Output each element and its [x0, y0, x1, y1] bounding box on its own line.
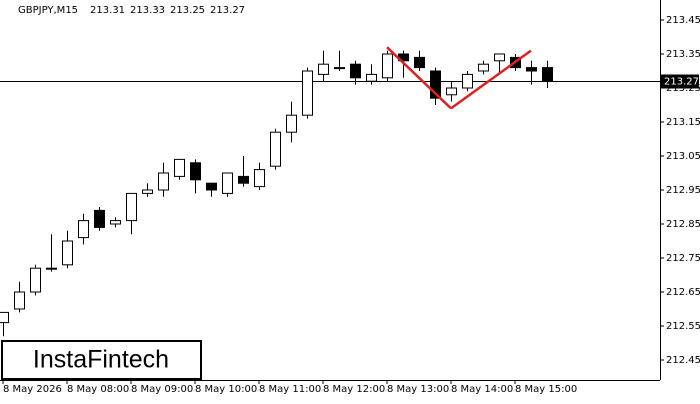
candle-body [110, 220, 121, 225]
header-value: 213.27 [210, 5, 245, 16]
y-tick-label: 212.75 [666, 253, 700, 264]
header-symbol: GBPJPY,M15 [18, 5, 78, 16]
candle-body [382, 53, 393, 79]
logo-box [1, 340, 202, 380]
candle-body [30, 267, 41, 293]
candle-body [142, 189, 153, 194]
candle-body [78, 220, 89, 239]
y-tick-label: 212.45 [666, 355, 700, 366]
y-tick-label: 213.15 [666, 117, 700, 128]
logo: InstaFintech [33, 346, 169, 374]
candle-body [254, 169, 265, 188]
header: GBPJPY,M15 213.31 213.33 213.25 213.27 [18, 5, 245, 16]
candle-body [478, 63, 489, 72]
candle-body [126, 192, 137, 222]
x-tick-label: 8 May 11:00 [259, 384, 321, 395]
pattern-line [386, 46, 452, 110]
candle-body [14, 291, 25, 310]
y-tick-label: 212.95 [666, 185, 700, 196]
header-value: 213.25 [170, 5, 205, 16]
y-tick-label: 213.35 [666, 49, 700, 60]
candle-body [542, 67, 553, 82]
x-tick-label: 8 May 09:00 [131, 384, 193, 395]
y-tick-label: 212.65 [666, 287, 700, 298]
x-tick-label: 8 May 2026 [3, 384, 62, 395]
candle-body [238, 175, 249, 184]
candle-body [446, 87, 457, 96]
price-label: 213.27 [664, 77, 699, 88]
candle-body [302, 70, 313, 116]
candle-body [526, 67, 537, 72]
candle-body [334, 67, 345, 70]
x-tick-label: 8 May 15:00 [515, 384, 577, 395]
y-tick-label: 213.45 [666, 15, 700, 26]
candle-body [414, 56, 425, 69]
y-tick-label: 212.85 [666, 219, 700, 230]
price-label-box [661, 74, 699, 89]
candle-body [430, 70, 441, 99]
x-tick-label: 8 May 08:00 [67, 384, 129, 395]
candle-body [462, 73, 473, 89]
x-tick-label: 8 May 14:00 [451, 384, 513, 395]
x-tick-label: 8 May 13:00 [387, 384, 449, 395]
candle-body [94, 209, 105, 228]
header-value: 213.31 [90, 5, 125, 16]
header-value: 213.33 [130, 5, 165, 16]
candle-body [174, 158, 185, 177]
candle-body [62, 240, 73, 266]
candle-body [366, 73, 377, 82]
y-tick-label: 212.55 [666, 321, 700, 332]
candle-body [222, 172, 233, 194]
x-tick-label: 8 May 12:00 [323, 384, 385, 395]
y-tick-label: 213.05 [666, 151, 700, 162]
candle-body [286, 114, 297, 133]
candle-body [46, 267, 57, 270]
pattern-line [450, 49, 532, 110]
candle-body [158, 172, 169, 191]
candle-body [350, 63, 361, 79]
candle-body [270, 131, 281, 167]
candle-body [318, 63, 329, 75]
candle-body [190, 162, 201, 181]
x-tick-label: 8 May 10:00 [195, 384, 257, 395]
candle-body [206, 182, 217, 191]
candle-body [0, 311, 9, 324]
candle-body [494, 53, 505, 62]
